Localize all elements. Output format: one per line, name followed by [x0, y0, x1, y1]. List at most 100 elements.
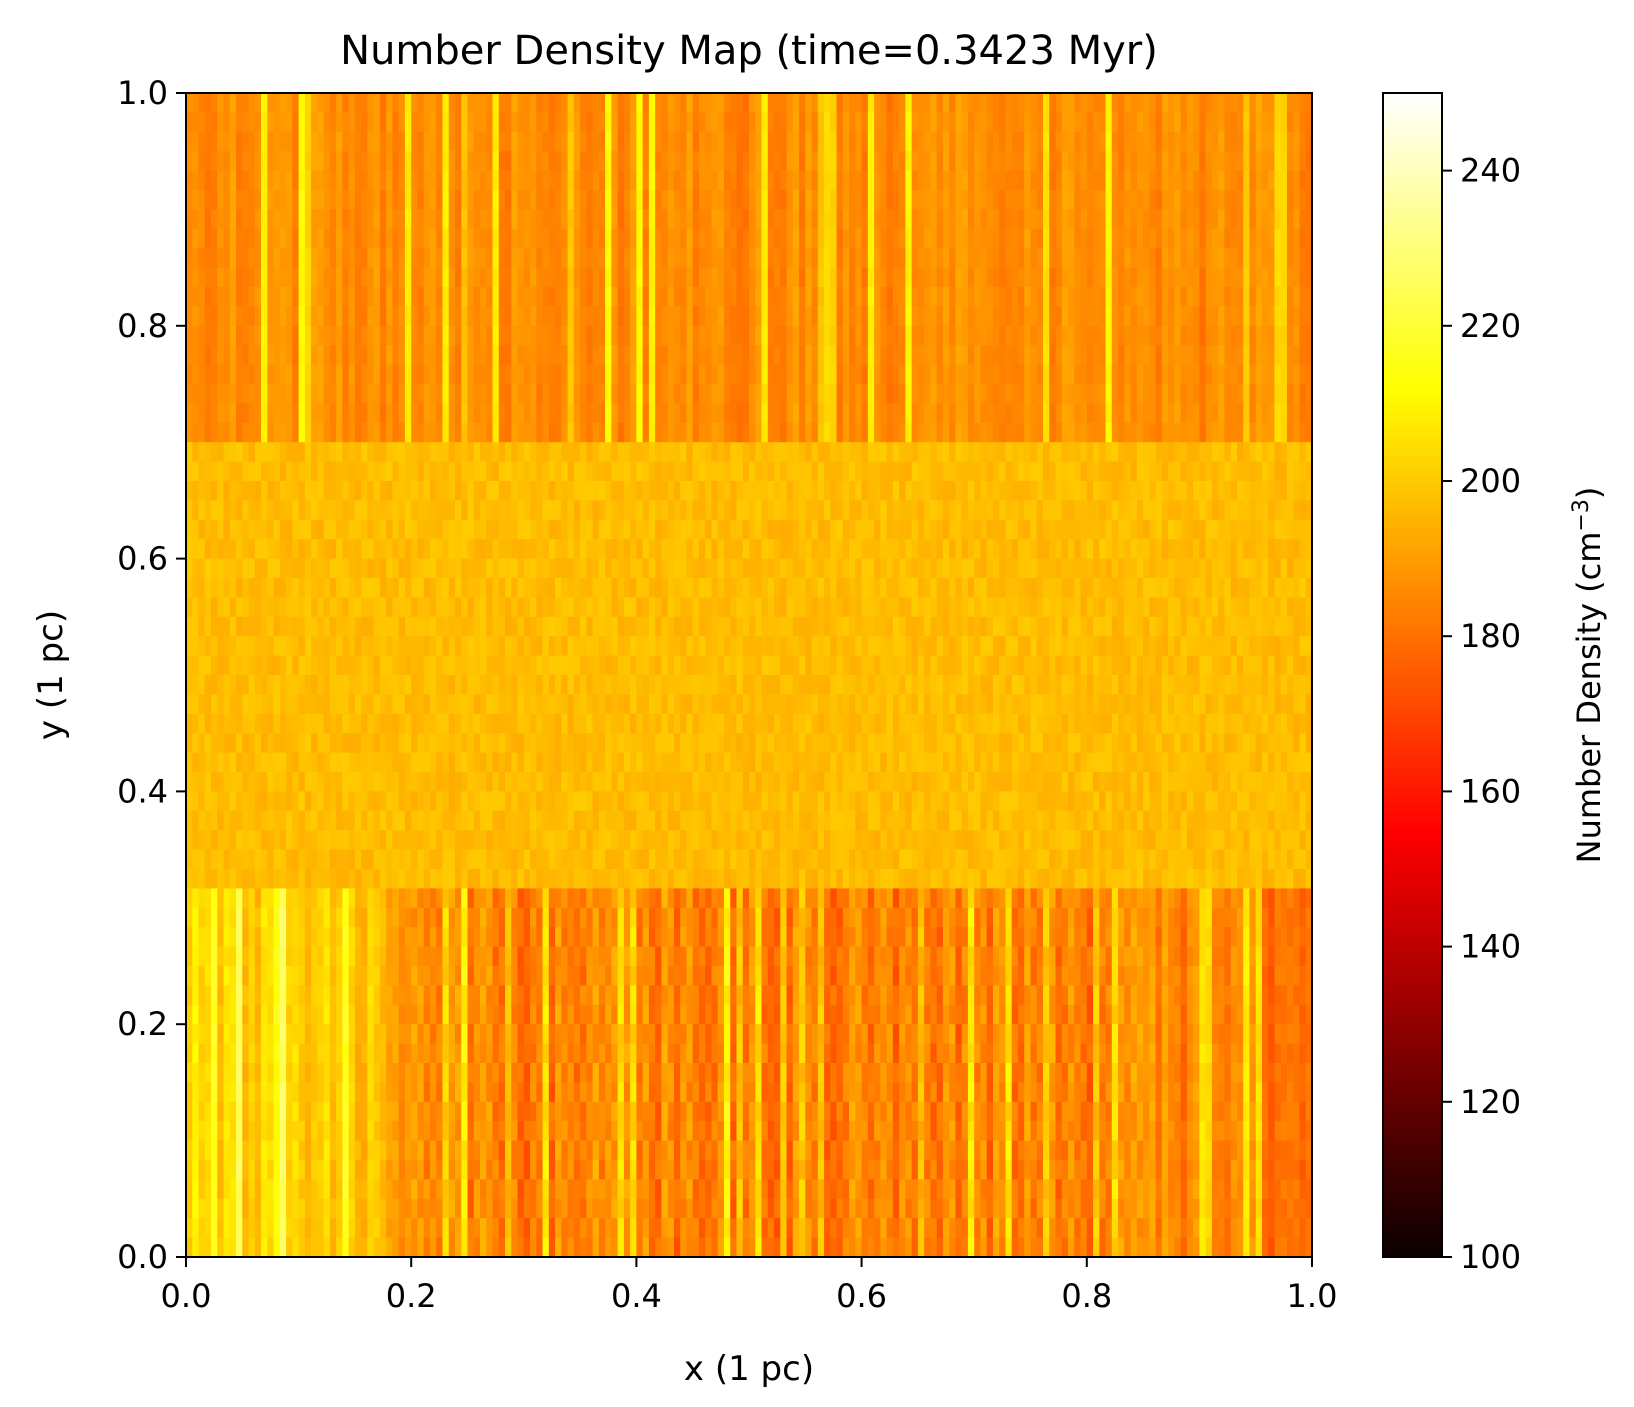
heatmap-cell: [1024, 93, 1032, 113]
heatmap-cell: [304, 616, 312, 637]
heatmap-cell: [1305, 131, 1312, 152]
heatmap-cell: [1099, 151, 1107, 172]
heatmap-cell: [1036, 248, 1044, 269]
heatmap-cell: [229, 461, 237, 482]
heatmap-cell: [1005, 306, 1013, 327]
heatmap-cell: [1261, 500, 1269, 521]
heatmap-cell: [1211, 170, 1219, 191]
heatmap-cell: [1174, 558, 1182, 579]
heatmap-cell: [1118, 578, 1125, 598]
heatmap-cell: [1030, 112, 1038, 133]
heatmap-cell: [348, 481, 356, 501]
heatmap-cell: [404, 287, 412, 307]
heatmap-cell: [617, 209, 625, 230]
heatmap-cell: [942, 481, 950, 501]
heatmap-cell: [936, 170, 944, 191]
heatmap-cell: [292, 131, 300, 152]
heatmap-cell: [286, 403, 293, 424]
heatmap-cell: [942, 325, 950, 346]
heatmap-cell: [698, 364, 706, 385]
heatmap-cell: [1268, 403, 1276, 424]
heatmap-cell: [924, 131, 932, 152]
heatmap-cell: [1136, 209, 1144, 230]
heatmap-cell: [1193, 539, 1200, 560]
heatmap-cell: [723, 616, 731, 637]
heatmap-cell: [404, 442, 412, 463]
heatmap-cell: [698, 384, 706, 404]
heatmap-cell: [1268, 131, 1276, 152]
heatmap-cell: [329, 519, 337, 540]
heatmap-cell: [1149, 131, 1157, 152]
heatmap-cell: [717, 248, 725, 269]
heatmap-cell: [617, 519, 625, 540]
heatmap-cell: [874, 345, 881, 366]
heatmap-cell: [1199, 306, 1207, 327]
heatmap-cell: [580, 345, 587, 366]
heatmap-cell: [292, 112, 300, 133]
heatmap-cell: [1080, 345, 1088, 366]
heatmap-cell: [373, 306, 381, 327]
heatmap-cell: [692, 248, 700, 269]
heatmap-cell: [755, 403, 763, 424]
heatmap-cell: [473, 209, 481, 230]
heatmap-cell: [861, 364, 869, 385]
heatmap-cell: [999, 151, 1007, 172]
heatmap-cell: [855, 170, 863, 191]
heatmap-cell: [354, 209, 362, 230]
heatmap-cell: [267, 500, 275, 521]
heatmap-cell: [1124, 578, 1132, 598]
heatmap-cell: [242, 151, 250, 172]
heatmap-cell: [867, 597, 875, 618]
heatmap-cell: [749, 422, 756, 443]
heatmap-cell: [561, 384, 569, 404]
heatmap-cell: [1224, 384, 1232, 404]
heatmap-cell: [1268, 209, 1276, 230]
heatmap-cell: [573, 539, 581, 560]
heatmap-cell: [436, 364, 444, 385]
heatmap-cell: [273, 616, 281, 637]
heatmap-cell: [961, 112, 969, 133]
heatmap-cell: [304, 228, 312, 249]
heatmap-cell: [911, 325, 919, 346]
heatmap-cell: [924, 170, 932, 191]
heatmap-cell: [1011, 325, 1019, 346]
heatmap-cell: [292, 228, 300, 249]
heatmap-cell: [373, 112, 381, 133]
heatmap-cell: [1224, 539, 1232, 560]
heatmap-cell: [655, 248, 663, 269]
heatmap-cell: [836, 578, 844, 598]
heatmap-cell: [429, 384, 437, 404]
heatmap-cell: [611, 228, 619, 249]
heatmap-cell: [242, 422, 250, 443]
heatmap-cell: [767, 558, 775, 579]
heatmap-cell: [186, 248, 193, 269]
heatmap-cell: [936, 616, 944, 637]
heatmap-cell: [1111, 539, 1119, 560]
heatmap-cell: [1168, 170, 1175, 191]
heatmap-cell: [1149, 267, 1157, 288]
heatmap-cell: [417, 248, 425, 269]
heatmap-cell: [949, 170, 957, 191]
heatmap-cell: [967, 364, 975, 385]
heatmap-cell: [855, 364, 863, 385]
heatmap-cell: [1024, 481, 1032, 501]
heatmap-cell: [223, 190, 231, 210]
heatmap-cell: [229, 209, 237, 230]
heatmap-cell: [1180, 190, 1188, 210]
heatmap-cell: [555, 403, 562, 424]
heatmap-cell: [198, 345, 206, 366]
heatmap-cell: [1168, 461, 1175, 482]
heatmap-cell: [1143, 558, 1150, 579]
heatmap-cell: [329, 384, 337, 404]
heatmap-cell: [1136, 306, 1144, 327]
heatmap-cell: [580, 267, 587, 288]
heatmap-cell: [386, 228, 394, 249]
heatmap-cell: [867, 481, 875, 501]
heatmap-cell: [755, 519, 763, 540]
heatmap-cell: [448, 287, 456, 307]
heatmap-cell: [536, 481, 544, 501]
heatmap-cell: [636, 364, 644, 385]
heatmap-cell: [673, 539, 681, 560]
heatmap-cell: [1130, 597, 1138, 618]
heatmap-cell: [761, 597, 769, 618]
